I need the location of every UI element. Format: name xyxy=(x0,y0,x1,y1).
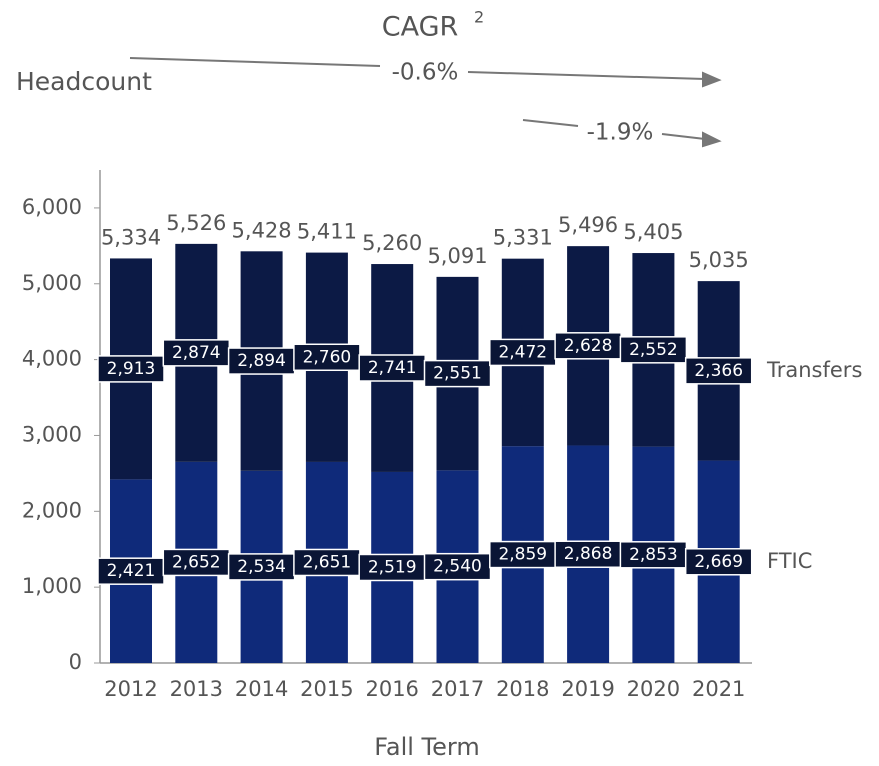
value-label: 2,741 xyxy=(368,358,417,378)
y-tick-label: 3,000 xyxy=(22,422,82,446)
total-label: 5,091 xyxy=(427,244,487,268)
total-label: 5,260 xyxy=(362,231,422,255)
value-label: 2,894 xyxy=(237,351,286,371)
x-tick-label: 2018 xyxy=(496,677,549,701)
value-label: 2,540 xyxy=(433,557,482,577)
cagr-arrows xyxy=(129,57,722,148)
y-tick-label: 4,000 xyxy=(22,347,82,371)
value-label: 2,421 xyxy=(107,561,156,581)
value-label: 2,366 xyxy=(694,361,743,381)
value-label: 2,868 xyxy=(564,544,613,564)
value-label-box xyxy=(489,338,557,367)
value-label-box xyxy=(162,339,231,367)
value-label: 2,859 xyxy=(498,545,547,565)
total-label: 5,526 xyxy=(166,211,226,235)
y-tick-label: 1,000 xyxy=(22,574,82,598)
value-label: 2,651 xyxy=(303,552,352,572)
value-label: 2,853 xyxy=(629,545,678,565)
total-label: 5,331 xyxy=(493,226,553,250)
x-tick-label: 2015 xyxy=(300,677,353,701)
y-tick-label: 2,000 xyxy=(22,498,82,522)
value-label: 2,669 xyxy=(694,552,743,572)
value-label-box xyxy=(293,548,361,577)
y-tick-label: 0 xyxy=(69,650,82,674)
x-tick-label: 2013 xyxy=(170,677,223,701)
value-label-box xyxy=(684,548,753,576)
value-label-box xyxy=(97,355,165,383)
value-label-box xyxy=(489,540,557,569)
value-label: 2,519 xyxy=(368,557,417,577)
x-tick-label: 2012 xyxy=(104,677,157,701)
value-label: 2,628 xyxy=(564,336,613,356)
total-label: 5,411 xyxy=(297,220,357,244)
value-label-box xyxy=(423,359,492,388)
value-label: 2,913 xyxy=(107,359,156,379)
value-label-box xyxy=(619,336,688,364)
title-superscript: 2 xyxy=(474,8,484,27)
value-label-box xyxy=(358,553,426,582)
x-tick-label: 2021 xyxy=(692,677,745,701)
value-label: 2,534 xyxy=(237,557,286,577)
x-tick-label: 2014 xyxy=(235,677,288,701)
value-label-box xyxy=(162,548,231,577)
value-label-box xyxy=(227,553,296,581)
total-label: 5,428 xyxy=(232,218,292,242)
value-label-box xyxy=(358,354,426,382)
value-label-box xyxy=(554,332,622,360)
value-label: 2,552 xyxy=(629,340,678,360)
value-label-box xyxy=(97,557,165,585)
x-tick-label: 2020 xyxy=(627,677,680,701)
y-tick-label: 5,000 xyxy=(22,271,82,295)
annotation: -1.9% xyxy=(587,120,654,146)
series-label: FTIC xyxy=(767,549,812,573)
total-label: 5,405 xyxy=(623,220,683,244)
value-label-box xyxy=(684,357,753,385)
value-label: 2,551 xyxy=(433,364,482,384)
total-label: 5,496 xyxy=(558,213,618,237)
value-label: 2,874 xyxy=(172,343,221,363)
value-label-box xyxy=(554,540,622,568)
annotation: -0.6% xyxy=(392,60,459,86)
y-axis-label: Headcount xyxy=(16,67,152,96)
x-tick-label: 2019 xyxy=(561,677,614,701)
value-label-box xyxy=(293,343,361,372)
x-axis-label: Fall Term xyxy=(374,733,479,761)
value-label: 2,652 xyxy=(172,552,221,572)
x-tick-label: 2017 xyxy=(431,677,484,701)
value-label: 2,760 xyxy=(303,347,352,367)
x-tick-label: 2016 xyxy=(365,677,418,701)
total-label: 5,334 xyxy=(101,225,161,249)
series-label: Transfers xyxy=(766,358,862,382)
chart-title: CAGR xyxy=(382,12,459,43)
total-label: 5,035 xyxy=(689,248,749,272)
value-label-box xyxy=(423,552,492,581)
y-tick-label: 6,000 xyxy=(22,195,82,219)
value-label: 2,472 xyxy=(498,342,547,362)
